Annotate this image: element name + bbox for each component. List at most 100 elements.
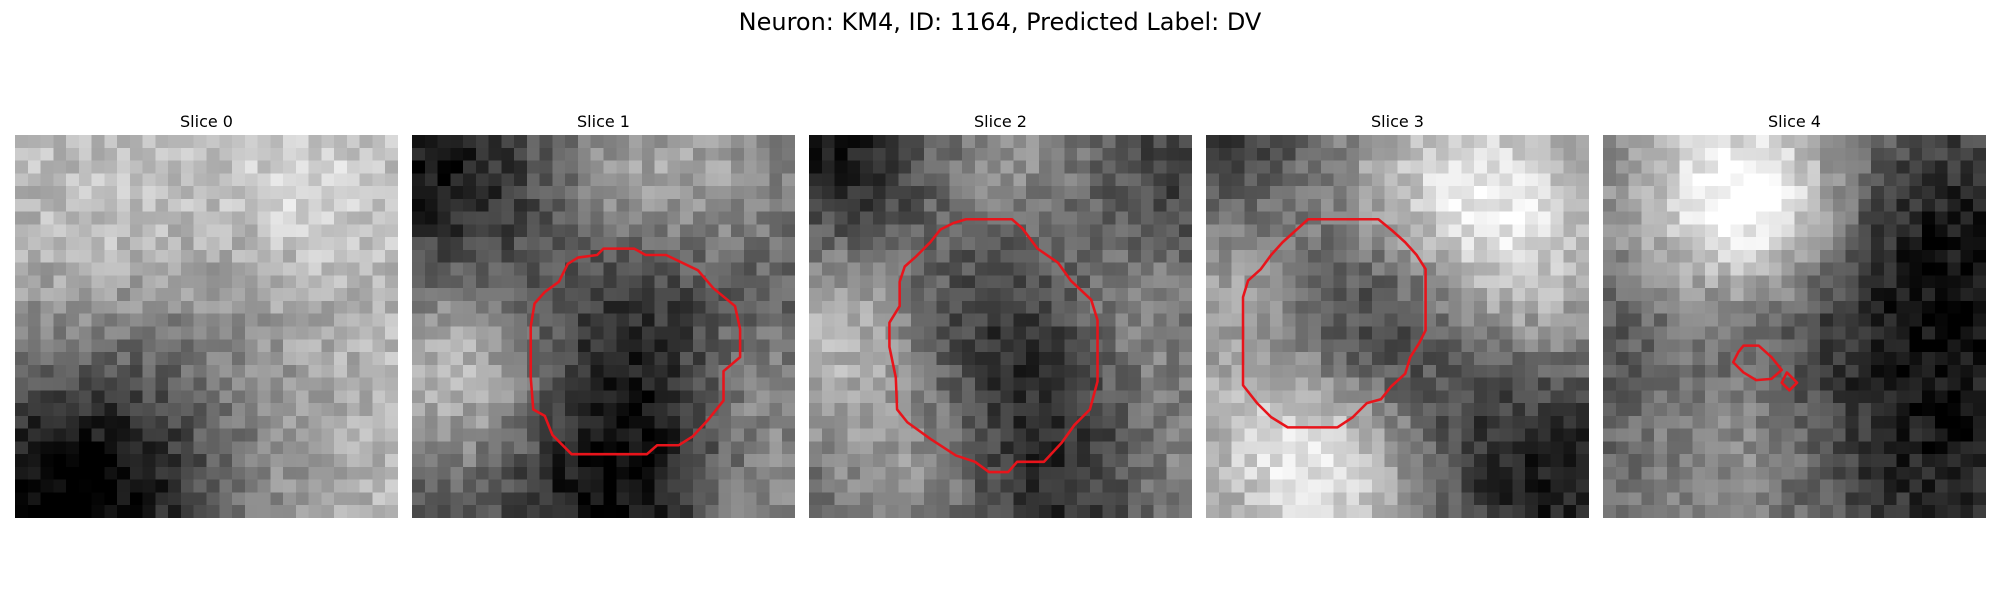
pixel: [1397, 237, 1411, 251]
pixel: [629, 186, 643, 200]
pixel: [104, 339, 118, 353]
pixel: [91, 339, 105, 353]
pixel: [1397, 479, 1411, 493]
pixel: [206, 441, 220, 455]
pixel: [885, 326, 899, 340]
pixel: [654, 237, 668, 251]
pixel: [809, 377, 823, 391]
pixel: [1423, 224, 1437, 238]
pixel: [526, 415, 540, 429]
pixel: [1896, 300, 1910, 314]
pixel: [1909, 326, 1923, 340]
pixel: [180, 300, 194, 314]
pixel: [629, 160, 643, 174]
pixel: [1871, 364, 1885, 378]
pixel: [1550, 288, 1564, 302]
pixel: [641, 147, 655, 161]
pixel: [334, 198, 348, 212]
pixel: [1474, 403, 1488, 417]
pixel: [1845, 339, 1859, 353]
pixel: [219, 339, 233, 353]
pixel: [321, 326, 335, 340]
pixel: [1333, 198, 1347, 212]
pixel: [193, 377, 207, 391]
pixel: [1282, 390, 1296, 404]
pixel: [104, 466, 118, 480]
pixel: [847, 479, 861, 493]
pixel: [565, 377, 579, 391]
pixel: [898, 466, 912, 480]
pixel: [1603, 339, 1617, 353]
pixel: [1000, 492, 1014, 506]
pixel: [1282, 403, 1296, 417]
pixel: [78, 288, 92, 302]
pixel: [577, 364, 591, 378]
pixel: [1563, 160, 1577, 174]
pixel: [847, 313, 861, 327]
pixel: [1359, 262, 1373, 276]
pixel: [346, 415, 360, 429]
pixel: [1871, 326, 1885, 340]
pixel: [641, 173, 655, 187]
pixel: [680, 390, 694, 404]
pixel: [565, 428, 579, 442]
pixel: [769, 237, 783, 251]
pixel: [1947, 390, 1961, 404]
pixel: [1320, 160, 1334, 174]
pixel: [1295, 415, 1309, 429]
pixel: [1295, 237, 1309, 251]
pixel: [743, 339, 757, 353]
pixel: [949, 377, 963, 391]
pixel: [1038, 300, 1052, 314]
pixel: [308, 160, 322, 174]
pixel: [1346, 479, 1360, 493]
pixel: [129, 428, 143, 442]
pixel: [437, 364, 451, 378]
pixel: [1461, 186, 1475, 200]
pixel: [1537, 135, 1551, 149]
pixel: [782, 415, 795, 429]
pixel: [53, 237, 67, 251]
pixel: [667, 492, 681, 506]
pixel: [15, 364, 29, 378]
pixel: [1295, 441, 1309, 455]
pixel: [1615, 275, 1629, 289]
pixel: [1666, 326, 1680, 340]
pixel: [359, 492, 373, 506]
pixel: [1883, 403, 1897, 417]
pixel: [526, 249, 540, 263]
pixel: [1410, 300, 1424, 314]
pixel: [1973, 249, 1986, 263]
pixel: [1384, 211, 1398, 225]
pixel: [412, 441, 426, 455]
pixel: [962, 173, 976, 187]
pixel: [1115, 352, 1129, 366]
pixel: [321, 275, 335, 289]
pixel: [1666, 428, 1680, 442]
pixel: [257, 403, 271, 417]
pixel: [898, 441, 912, 455]
pixel: [1269, 173, 1283, 187]
pixel: [1333, 300, 1347, 314]
pixel: [488, 288, 502, 302]
pixel: [590, 479, 604, 493]
pixel: [1320, 403, 1334, 417]
pixel: [488, 135, 502, 149]
pixel: [1244, 224, 1258, 238]
pixel: [1615, 339, 1629, 353]
pixel: [1679, 300, 1693, 314]
pixel: [372, 403, 386, 417]
pixel: [1896, 135, 1910, 149]
pixel: [1308, 403, 1322, 417]
pixel: [1231, 466, 1245, 480]
pixel: [1960, 352, 1974, 366]
pixel: [885, 454, 899, 468]
pixel: [1384, 454, 1398, 468]
pixel: [847, 262, 861, 276]
pixel: [616, 249, 630, 263]
pixel: [1717, 313, 1731, 327]
pixel: [1603, 249, 1617, 263]
pixel: [1295, 326, 1309, 340]
pixel: [91, 198, 105, 212]
pixel: [359, 339, 373, 353]
